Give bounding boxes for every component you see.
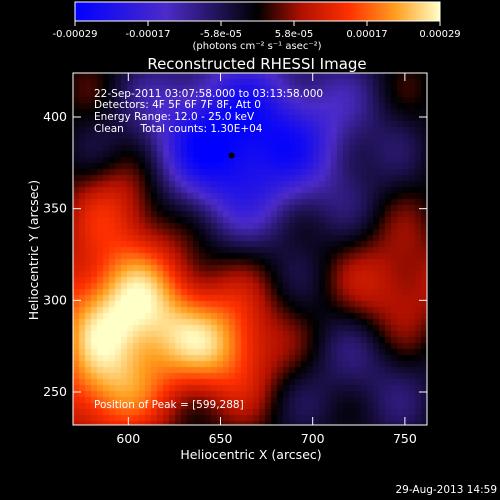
- y-axis-label: Heliocentric Y (arcsec): [26, 180, 41, 320]
- chart-title: Reconstructed RHESSI Image: [147, 55, 366, 73]
- colorbar-units: (photons cm⁻² s⁻¹ asec⁻²): [192, 41, 321, 52]
- plot-frame: [72, 72, 428, 426]
- colorbar-tick-labels: -0.00029 -0.00017 -5.8e-05 5.8e-05 0.00017 0.…: [53, 29, 461, 40]
- y-tick-label: 400: [43, 109, 67, 124]
- annotation-peak: Position of Peak = [599,288]: [94, 399, 244, 411]
- heatmap-image: [73, 73, 427, 425]
- colorbar-tick-label: -5.8e-05: [200, 29, 242, 40]
- colorbar-tick-label: 0.00017: [346, 29, 387, 40]
- colorbar-ticks: [74, 21, 441, 26]
- annotation-detectors: Detectors: 4F 5F 6F 7F 8F, Att 0: [94, 99, 261, 111]
- colorbar-tick-label: 5.8e-05: [275, 29, 313, 40]
- x-axis-label: Heliocentric X (arcsec): [180, 447, 321, 462]
- annotation-method: Clean Total counts: 1.30E+04: [94, 123, 263, 135]
- annotation-time: 22-Sep-2011 03:07:58.000 to 03:13:58.000: [94, 88, 323, 100]
- colorbar-tick-label: -0.00017: [126, 29, 171, 40]
- y-tick-label: 300: [43, 292, 67, 307]
- x-tick-label: 600: [116, 431, 140, 446]
- colorbar: [74, 1, 441, 22]
- x-tick-label: 700: [301, 431, 325, 446]
- peak-marker: [228, 152, 235, 159]
- colorbar-tick-label: 0.00029: [419, 29, 460, 40]
- y-tick-label: 250: [43, 384, 67, 399]
- x-tick-label: 650: [209, 431, 233, 446]
- x-axis-ticks: 600 650 700 750: [116, 73, 417, 446]
- y-axis-ticks: 250 300 350 400: [43, 109, 427, 399]
- colorbar-tick-label: -0.00029: [53, 29, 98, 40]
- y-tick-label: 350: [43, 201, 67, 216]
- x-tick-label: 750: [393, 431, 417, 446]
- footer-date: 29-Aug-2013 14:59: [395, 484, 497, 496]
- annotation-energy: Energy Range: 12.0 - 25.0 keV: [94, 111, 255, 123]
